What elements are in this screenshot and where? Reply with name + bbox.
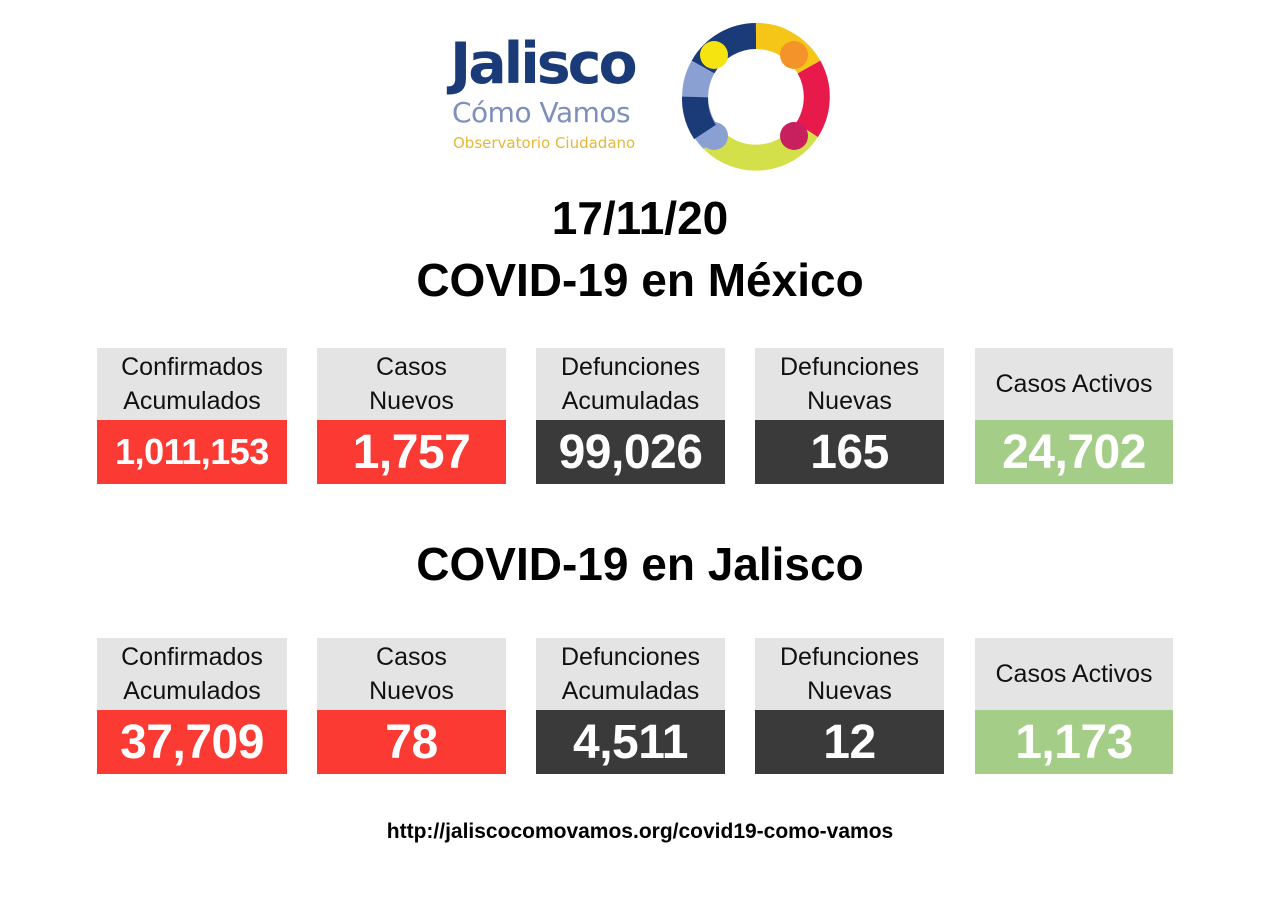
- logo-ring-icon: [682, 23, 830, 171]
- card-label: Defunciones Acumuladas: [536, 348, 725, 420]
- jal-new-cases-card: Casos Nuevos 78: [317, 638, 506, 774]
- card-label-line2: Acumuladas: [561, 387, 700, 415]
- card-label-line2: Nuevos: [369, 387, 454, 415]
- mexico-stats-row: Confirmados Acumulados 1,011,153 Casos Nue…: [0, 348, 1280, 484]
- card-label-line2: Nuevos: [369, 677, 454, 705]
- jalisco-section-title: COVID-19 en Jalisco: [416, 538, 864, 590]
- card-label-line1: Confirmados: [121, 353, 263, 381]
- card-label-line2: Nuevas: [807, 387, 892, 415]
- card-label: Confirmados Acumulados: [97, 348, 287, 420]
- card-label: Casos Nuevos: [317, 348, 506, 420]
- card-label-line2: Nuevas: [807, 677, 892, 705]
- card-value: 24,702: [975, 420, 1173, 484]
- jal-new-deaths-card: Defunciones Nuevas 12: [755, 638, 944, 774]
- card-label-line1: Casos Activos: [995, 370, 1153, 398]
- source-url-link[interactable]: http://jaliscocomovamos.org/covid19-como…: [386, 820, 894, 843]
- jalisco-stats-row: Confirmados Acumulados 37,709 Casos Nuevos…: [0, 638, 1280, 774]
- card-value: 99,026: [536, 420, 725, 484]
- card-label-line1: Defunciones: [780, 353, 919, 381]
- card-value: 1,011,153: [97, 420, 287, 484]
- card-label: Casos Nuevos: [317, 638, 506, 710]
- card-label-line1: Defunciones: [780, 643, 919, 671]
- mx-confirmed-card: Confirmados Acumulados 1,011,153: [97, 348, 287, 484]
- mexico-section-title: COVID-19 en México: [416, 254, 864, 306]
- card-value: 37,709: [97, 710, 287, 774]
- logo-subtitle: Cómo Vamos: [452, 96, 631, 129]
- card-label: Defunciones Nuevas: [755, 638, 944, 710]
- card-label-line1: Casos: [376, 353, 447, 381]
- card-label-line1: Confirmados: [121, 643, 263, 671]
- mx-deaths-card: Defunciones Acumuladas 99,026: [536, 348, 725, 484]
- card-value: 1,757: [317, 420, 506, 484]
- jal-deaths-card: Defunciones Acumuladas 4,511: [536, 638, 725, 774]
- mx-new-deaths-card: Defunciones Nuevas 165: [755, 348, 944, 484]
- jal-active-cases-card: Casos Activos 1,173: [975, 638, 1173, 774]
- card-label: Defunciones Nuevas: [755, 348, 944, 420]
- card-label-line1: Casos: [376, 643, 447, 671]
- card-label-line1: Defunciones: [561, 643, 700, 671]
- card-value: 4,511: [536, 710, 725, 774]
- report-date: 17/11/20: [551, 192, 729, 244]
- mx-active-cases-card: Casos Activos 24,702: [975, 348, 1173, 484]
- logo-name: Jalisco: [450, 31, 638, 97]
- card-label: Defunciones Acumuladas: [536, 638, 725, 710]
- card-value: 12: [755, 710, 944, 774]
- jalisco-como-vamos-logo: Jalisco Cómo Vamos Observatorio Ciudadan…: [448, 22, 838, 172]
- card-label: Casos Activos: [975, 348, 1173, 420]
- jal-confirmed-card: Confirmados Acumulados 37,709: [97, 638, 287, 774]
- card-label-line2: Acumulados: [123, 387, 261, 415]
- card-label-line2: Acumuladas: [561, 677, 700, 705]
- card-label: Confirmados Acumulados: [97, 638, 287, 710]
- card-value: 1,173: [975, 710, 1173, 774]
- mx-new-cases-card: Casos Nuevos 1,757: [317, 348, 506, 484]
- logo-tagline: Observatorio Ciudadano: [453, 134, 636, 152]
- card-value: 78: [317, 710, 506, 774]
- card-label-line1: Defunciones: [561, 353, 700, 381]
- card-label: Casos Activos: [975, 638, 1173, 710]
- card-label-line2: Acumulados: [123, 677, 261, 705]
- card-label-line1: Casos Activos: [995, 660, 1153, 688]
- card-value: 165: [755, 420, 944, 484]
